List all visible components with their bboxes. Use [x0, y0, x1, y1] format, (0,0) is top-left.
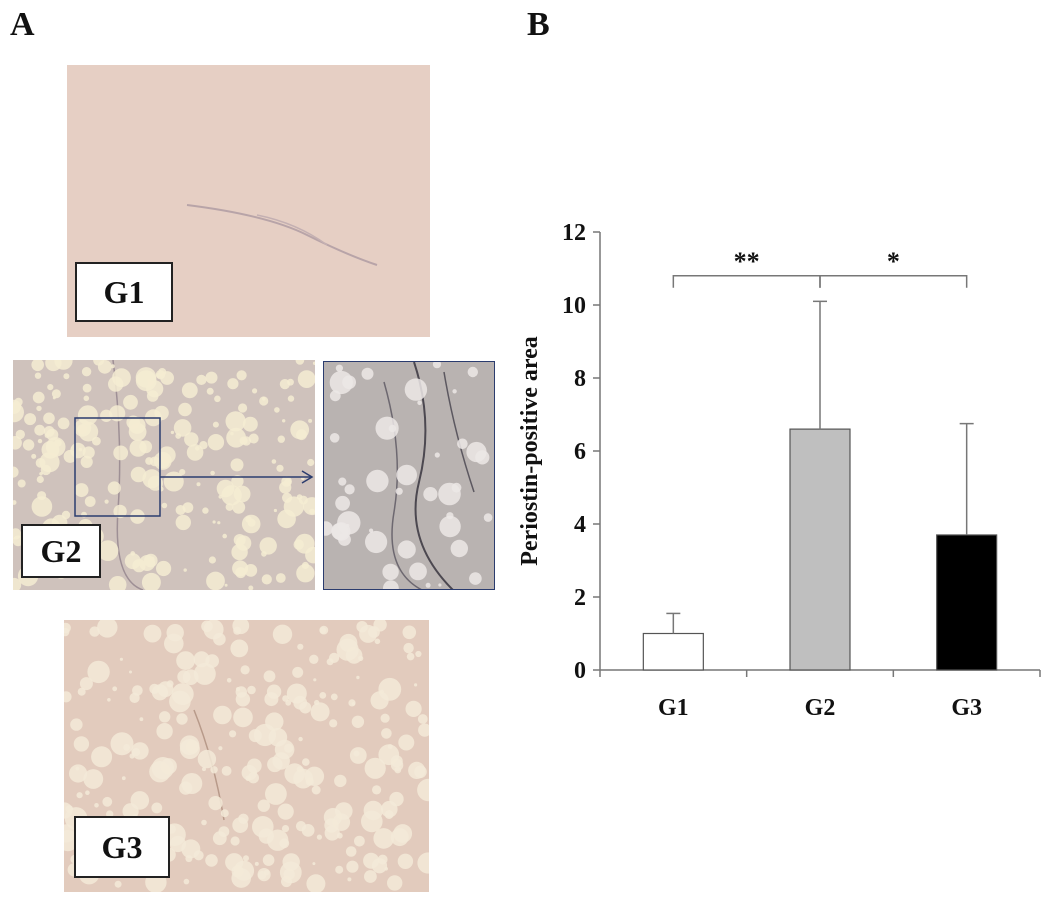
micrograph-g2	[13, 360, 315, 590]
significance-bracket-1	[819, 275, 968, 288]
bar-G1	[642, 632, 704, 671]
y-tick-label-4: 4	[574, 512, 586, 538]
significance-label-1: *	[887, 247, 900, 276]
y-axis-title: Periostin-positive area	[517, 336, 543, 566]
significance-label-0: **	[734, 247, 760, 276]
y-tick-label-0: 0	[574, 658, 586, 684]
g3-image-label: G3	[74, 816, 170, 878]
y-tick-label-12: 12	[562, 220, 586, 246]
bar-G3	[936, 534, 998, 671]
micrograph-g2-zoom	[323, 361, 495, 590]
x-tick-label-G3: G3	[951, 695, 982, 721]
g1-image-label: G1	[75, 262, 173, 322]
zoom-arrow	[160, 470, 314, 484]
significance-bracket-0	[672, 275, 821, 288]
micrograph-g2-image	[13, 360, 315, 590]
y-tick-label-6: 6	[574, 439, 586, 465]
y-tick-label-10: 10	[562, 293, 586, 319]
micrograph-g2-zoom-image	[324, 362, 494, 589]
bar-G2	[789, 428, 851, 671]
zoom-region-box	[74, 417, 161, 517]
y-tick-label-2: 2	[574, 585, 586, 611]
g2-image-label: G2	[21, 524, 101, 578]
x-tick-label-G1: G1	[658, 695, 689, 721]
panel-a-label: A	[10, 6, 35, 43]
x-tick-label-G2: G2	[805, 695, 836, 721]
panel-b-label: B	[527, 6, 550, 43]
y-tick-label-8: 8	[574, 366, 586, 392]
